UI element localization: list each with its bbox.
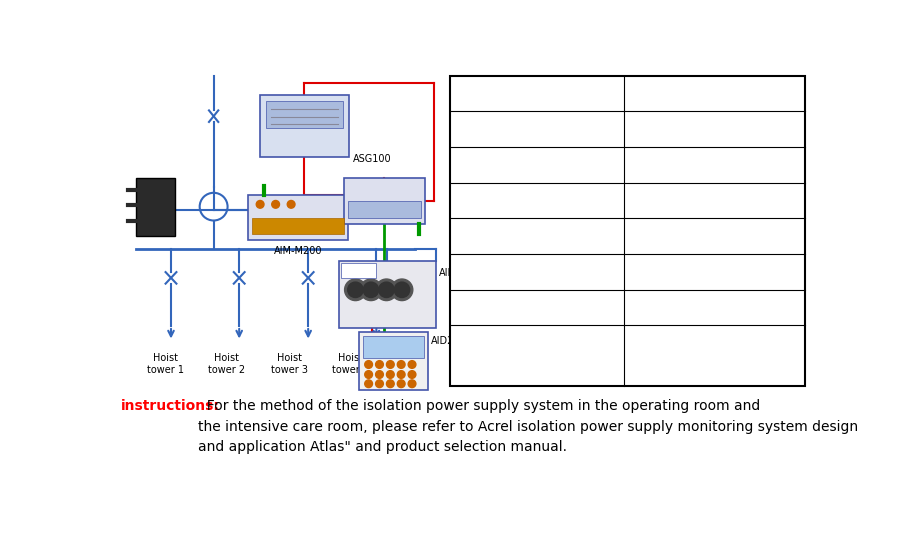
Circle shape (287, 201, 295, 208)
Circle shape (386, 371, 394, 378)
Circle shape (345, 279, 366, 301)
FancyBboxPatch shape (347, 201, 421, 218)
Text: AIL100-4: AIL100-4 (631, 300, 696, 315)
Circle shape (375, 380, 383, 387)
Text: AKH-0.66P26: AKH-0.66P26 (631, 229, 727, 244)
Circle shape (360, 279, 382, 301)
Text: For the method of the isolation power supply system in the operating room and
th: For the method of the isolation power su… (198, 399, 857, 454)
FancyBboxPatch shape (341, 263, 376, 278)
Circle shape (397, 371, 405, 378)
Circle shape (375, 279, 397, 301)
Circle shape (408, 380, 416, 387)
Circle shape (386, 380, 394, 387)
Text: centralized alarm and
display Instrument: centralized alarm and display Instrument (457, 338, 618, 373)
Circle shape (378, 282, 394, 297)
FancyBboxPatch shape (260, 95, 349, 157)
Text: insulation fault locator: insulation fault locator (457, 300, 622, 315)
Circle shape (256, 201, 263, 208)
Text: AIL100-4: AIL100-4 (438, 268, 482, 278)
Text: instructions:: instructions: (121, 399, 219, 413)
Text: ASG100: ASG100 (631, 264, 690, 279)
Circle shape (363, 282, 378, 297)
Circle shape (364, 380, 373, 387)
FancyBboxPatch shape (449, 76, 804, 386)
Text: AID200: AID200 (430, 336, 465, 346)
Circle shape (386, 361, 394, 369)
FancyBboxPatch shape (252, 218, 344, 234)
FancyBboxPatch shape (339, 261, 436, 328)
Text: AIM-M200: AIM-M200 (273, 246, 322, 256)
Text: Hoist
tower 4: Hoist tower 4 (332, 353, 369, 374)
Text: test signal generator: test signal generator (457, 264, 611, 279)
Circle shape (394, 282, 410, 297)
Text: Hoist
tower 2: Hoist tower 2 (208, 353, 245, 374)
FancyBboxPatch shape (248, 195, 347, 240)
Text: DR-60-24: DR-60-24 (631, 157, 700, 172)
Text: Hoist
tower 3: Hoist tower 3 (271, 353, 308, 374)
Text: Hoist
tower 1: Hoist tower 1 (147, 353, 184, 374)
Circle shape (408, 371, 416, 378)
Text: Insulation monitor: Insulation monitor (457, 122, 591, 137)
Circle shape (375, 371, 383, 378)
Text: AID200: AID200 (631, 348, 685, 363)
Circle shape (364, 361, 373, 369)
Circle shape (272, 201, 280, 208)
Circle shape (408, 361, 416, 369)
Circle shape (391, 279, 412, 301)
FancyBboxPatch shape (266, 101, 343, 128)
Text: Power module: Power module (457, 157, 561, 172)
Text: name: name (457, 86, 501, 101)
Text: Isolation transformer: Isolation transformer (457, 193, 611, 208)
Circle shape (397, 380, 405, 387)
FancyBboxPatch shape (359, 332, 427, 390)
Circle shape (397, 361, 405, 369)
Text: model: model (631, 86, 679, 101)
Text: AIM-M200: AIM-M200 (631, 122, 704, 137)
Circle shape (364, 371, 373, 378)
Circle shape (375, 361, 383, 369)
Text: AITR8000: AITR8000 (631, 193, 702, 208)
FancyBboxPatch shape (363, 336, 423, 357)
Circle shape (347, 282, 363, 297)
FancyBboxPatch shape (136, 178, 175, 236)
FancyBboxPatch shape (344, 178, 425, 224)
Text: Current Transformer: Current Transformer (457, 229, 605, 244)
Text: ASG100: ASG100 (353, 154, 391, 164)
